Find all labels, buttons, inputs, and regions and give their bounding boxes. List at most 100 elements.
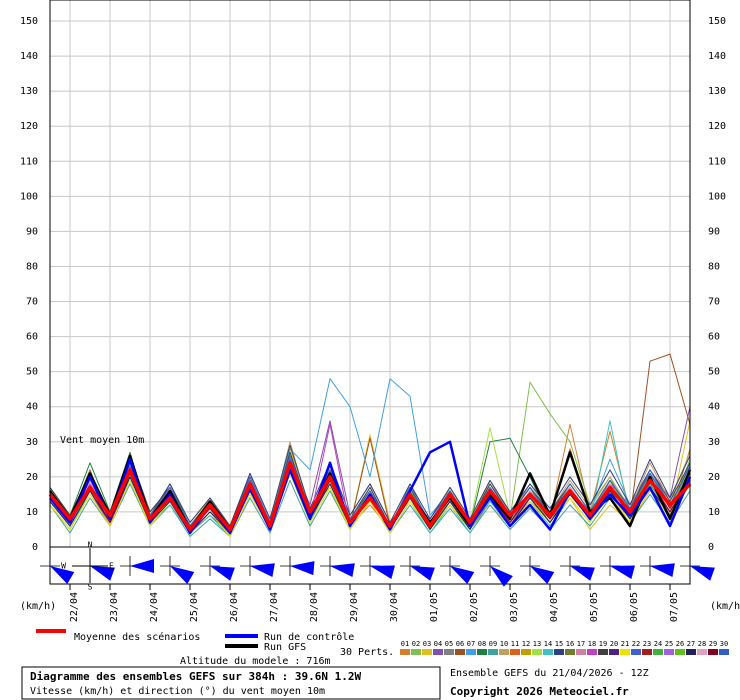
legend-label: 07: [467, 640, 475, 648]
legend-label: 17: [577, 640, 585, 648]
series-line: [49, 472, 691, 537]
wind-wedge: [610, 565, 635, 579]
legend-label: 23: [643, 640, 651, 648]
legend-swatch: [620, 649, 630, 655]
wind-wedge: [210, 566, 235, 581]
y-tick-label: 100: [20, 191, 38, 202]
compass-e: E: [109, 562, 114, 571]
x-tick-label: 25/04: [189, 592, 200, 622]
legend-label: 02: [412, 640, 420, 648]
wind-wedge: [370, 565, 395, 579]
y-tick-label: 30: [26, 437, 38, 448]
y-tick-label-right: 20: [708, 472, 720, 483]
legend-swatch: [653, 649, 663, 655]
legend-label: 06: [456, 640, 464, 648]
legend-label: 14: [544, 640, 552, 648]
legend-swatch: [708, 649, 718, 655]
legend-label: 04: [434, 640, 442, 648]
legend-swatch: [411, 649, 421, 655]
legend: Moyenne des scénarios Run de contrôleRun …: [36, 629, 729, 655]
y-tick-label-right: 0: [708, 542, 714, 553]
legend-label: 01: [401, 640, 409, 648]
legend-label: 29: [709, 640, 717, 648]
legend-label: 28: [698, 640, 706, 648]
y-tick-label-right: 140: [708, 51, 726, 62]
legend-label: 26: [676, 640, 684, 648]
legend-label: 12: [522, 640, 530, 648]
x-tick-label: 01/05: [429, 592, 440, 622]
wind-wedge: [410, 566, 435, 581]
x-tick-label: 30/04: [389, 592, 400, 622]
legend-label: 30: [720, 640, 728, 648]
y-tick-label-right: 60: [708, 332, 720, 343]
x-tick-label: 06/05: [629, 592, 640, 622]
y-tick-label-right: 120: [708, 121, 726, 132]
legend-label: Run GFS: [264, 642, 306, 653]
legend-swatch: [444, 649, 454, 655]
y-tick-label-right: 40: [708, 402, 720, 413]
y-tick-label-right: 110: [708, 156, 726, 167]
y-tick-label-right: 150: [708, 16, 726, 27]
x-tick-label: 22/04: [69, 592, 80, 622]
legend-label: 16: [566, 640, 574, 648]
y-tick-label: 140: [20, 51, 38, 62]
legend-swatch: [499, 649, 509, 655]
legend-label: 21: [621, 640, 629, 648]
y-tick-label: 20: [26, 472, 38, 483]
compass-s: S: [88, 583, 93, 592]
legend-label: 24: [654, 640, 662, 648]
y-label-left: (km/h): [20, 601, 56, 612]
wind-wedge: [570, 566, 595, 581]
x-tick-label: 29/04: [349, 592, 360, 622]
legend-label: 15: [555, 640, 563, 648]
y-tick-label: 40: [26, 402, 38, 413]
wind-wedge: [90, 566, 115, 581]
legend-label: 03: [423, 640, 431, 648]
y-tick-label: 120: [20, 121, 38, 132]
legend-swatch: [521, 649, 531, 655]
legend-label: 20: [610, 640, 618, 648]
x-tick-label: 07/05: [669, 592, 680, 622]
series-line: [48, 461, 692, 532]
legend-label: 27: [687, 640, 695, 648]
x-tick-label: 03/05: [509, 592, 520, 622]
legend-swatch: [576, 649, 586, 655]
y-tick-label-right: 100: [708, 191, 726, 202]
legend-swatch: [488, 649, 498, 655]
y-tick-label: 70: [26, 297, 38, 308]
y-tick-label: 0: [32, 542, 38, 553]
copyright: Copyright 2026 Meteociel.fr: [450, 685, 629, 698]
chart-subtitle: Vitesse (km/h) et direction (°) du vent …: [30, 686, 325, 697]
y-tick-label-right: 50: [708, 367, 720, 378]
y-tick-label-right: 90: [708, 226, 720, 237]
wind-wedge: [170, 566, 195, 585]
legend-swatch: [532, 649, 542, 655]
y-tick-label: 60: [26, 332, 38, 343]
y-tick-label: 10: [26, 507, 38, 518]
series-line: [49, 458, 691, 530]
wind-wedge: [450, 566, 475, 585]
legend-swatch: [587, 649, 597, 655]
wind-wedge: [490, 566, 513, 587]
y-tick-label: 90: [26, 226, 38, 237]
legend-label: Run de contrôle: [264, 631, 354, 643]
y-tick-label: 110: [20, 156, 38, 167]
perturbations-label: 30 Perts.: [340, 647, 394, 658]
y-tick-label-right: 80: [708, 261, 720, 272]
legend-swatch: [554, 649, 564, 655]
legend-swatch: [719, 649, 729, 655]
legend-label: Moyenne des scénarios: [74, 631, 200, 643]
y-tick-label: 80: [26, 261, 38, 272]
legend-label: 08: [478, 640, 486, 648]
compass-w: W: [61, 562, 66, 571]
wind-wedge: [530, 566, 555, 585]
legend-swatch: [455, 649, 465, 655]
x-tick-label: 05/05: [589, 592, 600, 622]
legend-swatch: [642, 649, 652, 655]
legend-label: 05: [445, 640, 453, 648]
legend-swatch: [466, 649, 476, 655]
wind-wedge: [650, 563, 675, 578]
legend-label: 25: [665, 640, 673, 648]
run-info: Ensemble GEFS du 21/04/2026 - 12Z: [450, 668, 649, 679]
